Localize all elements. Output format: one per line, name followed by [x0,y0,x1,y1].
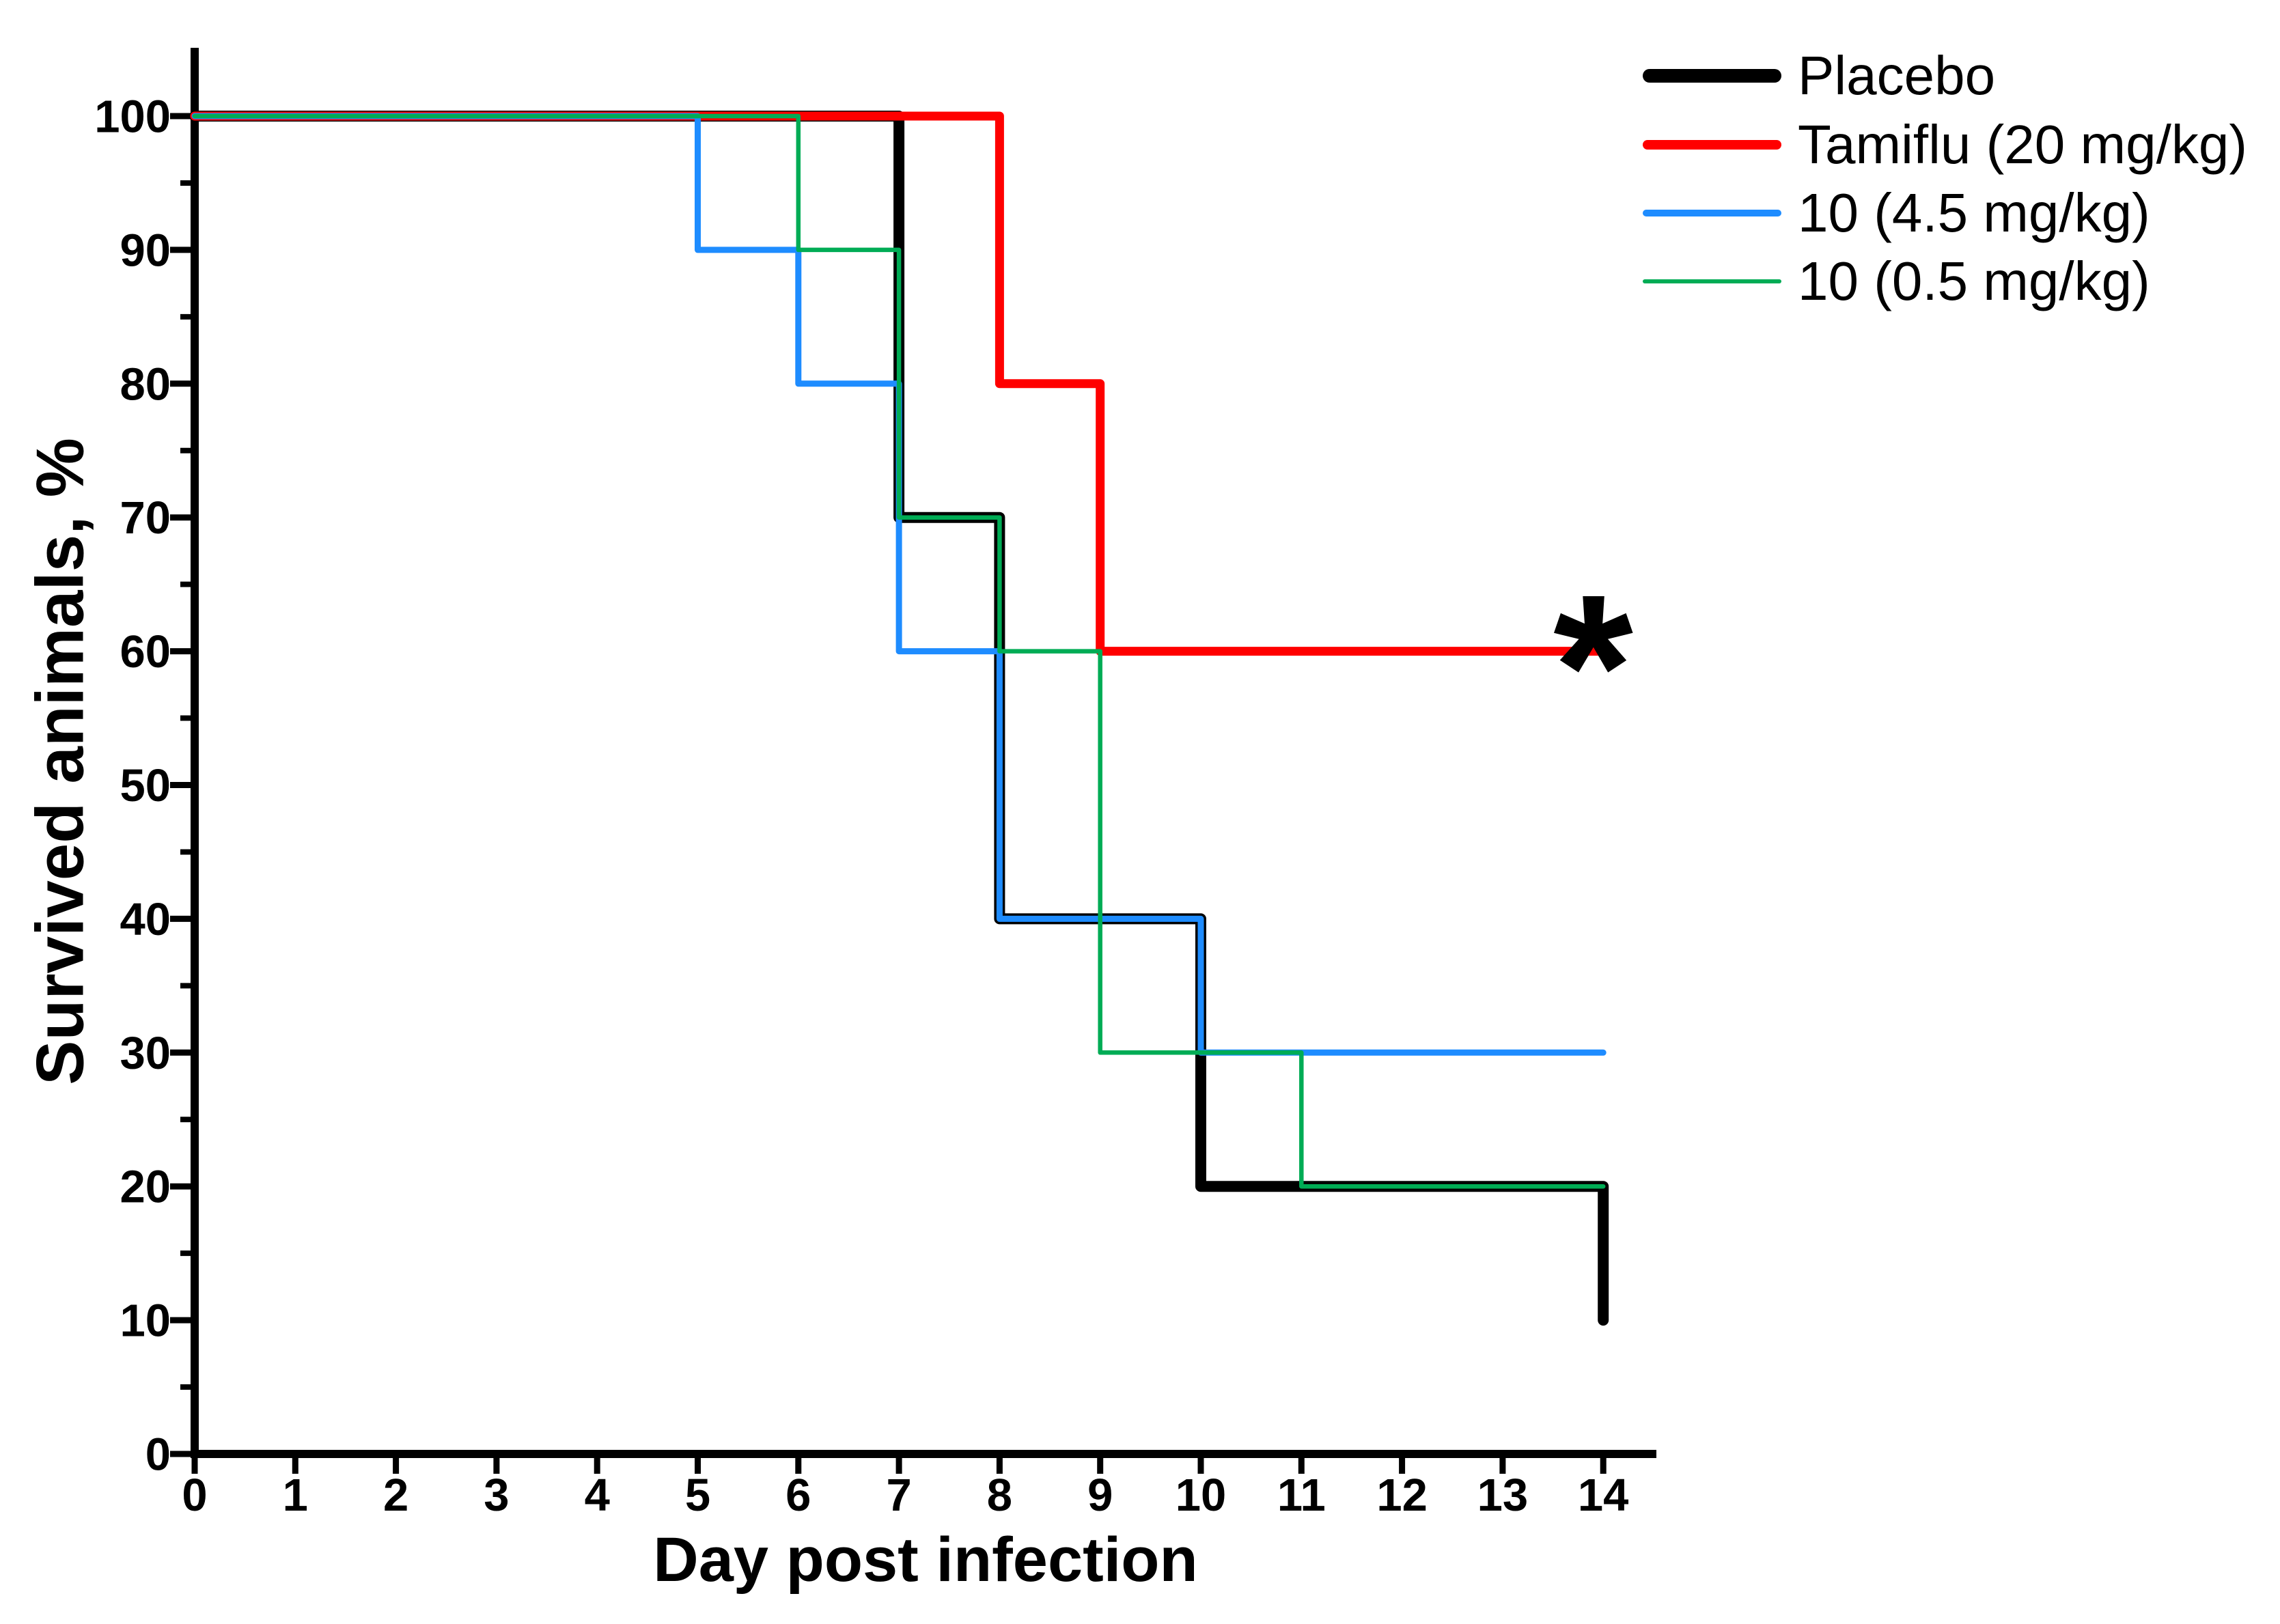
legend-label: 10 (0.5 mg/kg) [1798,251,2150,311]
y-tick-label: 100 [94,91,171,142]
legend-item-placebo: Placebo [1643,42,1995,110]
x-tick-label: 10 [1176,1470,1227,1521]
y-tick-label: 30 [120,1028,171,1079]
x-tick-label: 2 [383,1470,408,1521]
y-tick-label: 0 [145,1429,171,1480]
x-tick-label: 11 [1277,1470,1326,1521]
x-tick-label: 14 [1578,1470,1629,1521]
legend-swatch-tamiflu-20-mg-kg [1643,140,1781,150]
x-tick-label: 1 [283,1470,308,1521]
x-tick-label: 6 [786,1470,811,1521]
series-line-tamiflu-20-mg-kg [190,111,1608,656]
x-tick-label: 12 [1376,1470,1428,1521]
x-tick-label: 0 [182,1470,207,1521]
legend-swatch-10-4-5-mg-kg [1643,210,1781,216]
legend-swatch-placebo [1643,69,1781,83]
x-tick-label: 13 [1477,1470,1529,1521]
y-tick-label: 50 [120,760,171,811]
x-tick-label: 4 [585,1470,610,1521]
y-tick-label: 40 [120,894,171,945]
series-line-10-0-5-mg-kg [192,113,1606,1189]
legend-swatch-10-0-5-mg-kg [1643,279,1781,283]
x-tick-label: 9 [1087,1470,1113,1521]
y-tick-label: 90 [120,225,171,276]
x-tick-label: 7 [886,1470,911,1521]
significance-asterisk: * [1553,551,1633,781]
x-tick-label: 3 [484,1470,509,1521]
y-tick-label: 10 [120,1296,171,1347]
x-tick-label: 8 [987,1470,1012,1521]
legend-item-tamiflu-20-mg-kg: Tamiflu (20 mg/kg) [1643,111,2247,179]
legend-label: Placebo [1798,45,1996,106]
x-axis-title: Day post infection [653,1525,1198,1595]
y-axis-title: Survived animals, % [22,438,98,1085]
legend-item-10-0-5-mg-kg: 10 (0.5 mg/kg) [1643,247,2150,316]
y-tick-label: 60 [120,626,171,677]
y-tick-label: 70 [120,492,171,544]
legend-label: 10 (4.5 mg/kg) [1798,182,2150,243]
y-tick-label: 80 [120,359,171,410]
legend-label: Tamiflu (20 mg/kg) [1798,114,2247,175]
legend-item-10-4-5-mg-kg: 10 (4.5 mg/kg) [1643,179,2150,247]
x-tick-label: 5 [685,1470,710,1521]
y-tick-label: 20 [120,1162,171,1213]
